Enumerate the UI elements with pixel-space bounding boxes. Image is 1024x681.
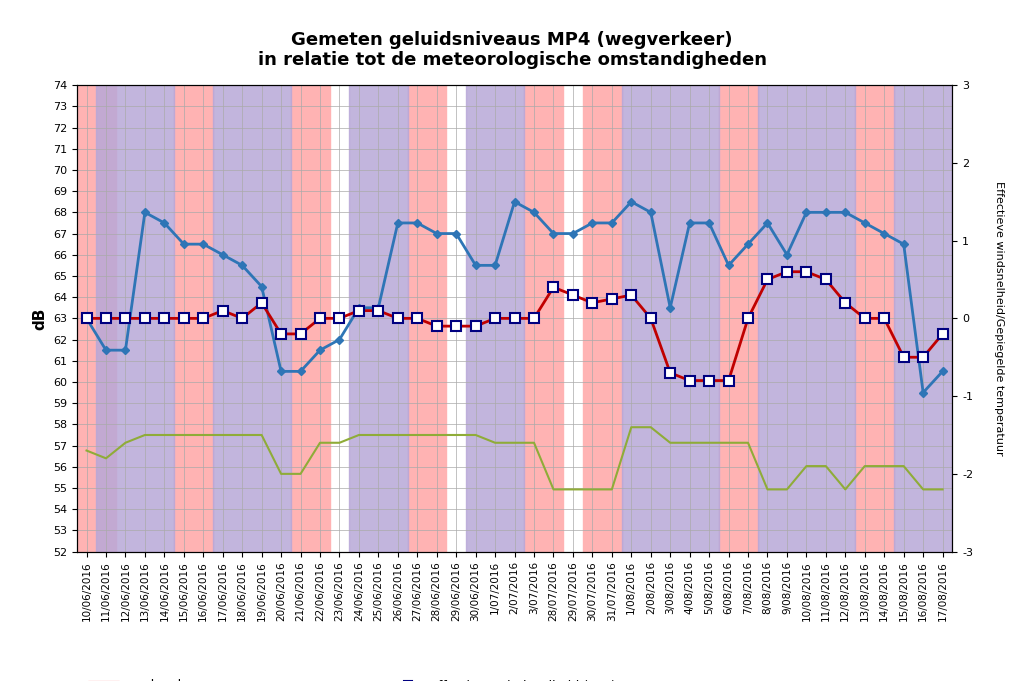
Bar <box>855 85 894 552</box>
Bar <box>622 85 719 552</box>
Bar <box>77 85 116 552</box>
Bar <box>349 85 408 552</box>
Y-axis label: Effectieve windsnelheid/Gepiegelde temperatuur: Effectieve windsnelheid/Gepiegelde tempe… <box>994 181 1004 456</box>
Bar <box>213 85 291 552</box>
Bar <box>524 85 563 552</box>
Bar <box>719 85 758 552</box>
Bar <box>583 85 622 552</box>
Bar <box>291 85 330 552</box>
Text: Gemeten geluidsniveaus MP4 (wegverkeer)
in relatie tot de meteorologische omstan: Gemeten geluidsniveaus MP4 (wegverkeer) … <box>257 31 767 69</box>
Bar <box>758 85 855 552</box>
Y-axis label: dB: dB <box>33 307 47 330</box>
Bar <box>174 85 213 552</box>
Legend: weekend, Dagen met neerslag (meer dan 1 mm), Lden, Effectieve windsnelheid (m/s): weekend, Dagen met neerslag (meer dan 1 … <box>83 674 721 681</box>
Bar <box>408 85 446 552</box>
Bar <box>96 85 174 552</box>
Bar <box>466 85 524 552</box>
Bar <box>894 85 952 552</box>
